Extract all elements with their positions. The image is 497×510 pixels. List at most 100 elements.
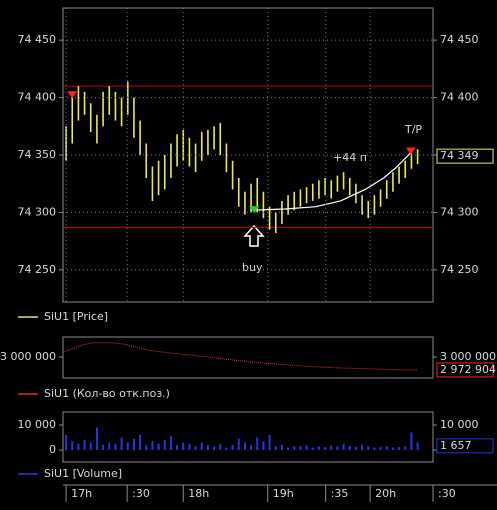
y-tick-label: 74 300 xyxy=(440,205,479,218)
buy-arrow xyxy=(243,224,265,247)
x-tick-label: 19h xyxy=(273,487,294,500)
volume-bar xyxy=(293,446,296,450)
volume-bar xyxy=(182,442,185,450)
legend-label: SiU1 [Volume] xyxy=(44,467,122,480)
volume-bar xyxy=(404,446,407,450)
last-value-box xyxy=(436,362,494,378)
y-tick-label: 74 450 xyxy=(440,33,479,46)
volume-bar xyxy=(268,435,271,450)
panel-frame xyxy=(62,411,434,463)
y-tick-label: 3 000 000 xyxy=(0,350,56,363)
signal-marker xyxy=(405,147,416,155)
volume-bar xyxy=(194,446,197,450)
x-tick-label: 18h xyxy=(188,487,209,500)
annotation: +44 п xyxy=(333,151,367,164)
volume-bar xyxy=(126,442,129,450)
volume-bar xyxy=(157,443,160,450)
volume-bar xyxy=(243,442,246,450)
volume-bar xyxy=(398,447,401,450)
volume-bar xyxy=(65,435,68,450)
volume-bar xyxy=(354,447,357,450)
x-tick-label: 17h xyxy=(71,487,92,500)
volume-bar xyxy=(373,447,376,450)
volume-bar xyxy=(219,443,222,450)
volume-bar xyxy=(410,432,413,450)
volume-bar xyxy=(317,446,320,450)
last-value-label: 74 349 xyxy=(440,149,479,162)
signal-marker xyxy=(67,91,78,99)
volume-bar xyxy=(145,445,148,450)
volume-bar xyxy=(77,443,80,450)
volume-bar xyxy=(169,436,172,450)
volume-bar xyxy=(114,443,117,450)
volume-bar xyxy=(231,445,234,450)
volume-bar xyxy=(213,446,216,450)
volume-bar xyxy=(95,427,98,450)
volume-bar xyxy=(256,437,259,450)
y-tick-label: 74 350 xyxy=(18,148,57,161)
last-value-box xyxy=(436,148,494,164)
volume-bar xyxy=(336,446,339,450)
volume-bar xyxy=(83,440,86,450)
volume-bar xyxy=(237,438,240,450)
profit-curve xyxy=(254,152,412,211)
volume-bar xyxy=(250,445,253,450)
x-tick-label: :35 xyxy=(331,487,349,500)
volume-bar xyxy=(299,446,302,450)
volume-bar xyxy=(274,446,277,450)
volume-bar xyxy=(416,442,419,450)
volume-bar xyxy=(206,445,209,450)
annotation: buy xyxy=(242,261,263,274)
volume-bar xyxy=(151,441,154,450)
volume-bar xyxy=(391,447,394,450)
x-tick-label: 20h xyxy=(375,487,396,500)
volume-bar xyxy=(311,447,314,450)
volume-bar xyxy=(305,445,308,450)
volume-bar xyxy=(71,441,74,450)
last-value-box xyxy=(436,438,494,454)
volume-bar xyxy=(262,441,265,450)
volume-bar xyxy=(139,435,142,450)
volume-bar xyxy=(176,445,179,450)
oi-line xyxy=(62,342,418,371)
y-tick-label: 74 300 xyxy=(18,205,57,218)
annotation: T/P xyxy=(404,123,422,136)
volume-bar xyxy=(379,447,382,450)
volume-bar xyxy=(342,443,345,450)
volume-bar xyxy=(330,445,333,450)
volume-bar xyxy=(287,447,290,450)
volume-bar xyxy=(132,438,135,450)
legend-label: SiU1 [Price] xyxy=(44,310,108,323)
x-tick-label: :30 xyxy=(438,487,456,500)
volume-bar xyxy=(188,443,191,450)
volume-bar xyxy=(367,446,370,450)
y-tick-label: 74 400 xyxy=(18,91,57,104)
y-tick-label: 10 000 xyxy=(18,418,57,431)
y-tick-label: 74 400 xyxy=(440,91,479,104)
volume-bar xyxy=(280,445,283,450)
y-tick-label: 74 450 xyxy=(18,33,57,46)
last-value-label: 1 657 xyxy=(440,439,472,452)
volume-bar xyxy=(102,445,105,450)
y-tick-label: 3 000 000 xyxy=(440,350,496,363)
volume-bar xyxy=(200,442,203,450)
volume-bar xyxy=(108,442,111,450)
volume-bar xyxy=(348,445,351,450)
legend-label: SiU1 (Кол-во отк.поз.) xyxy=(44,387,170,400)
y-tick-label: 74 250 xyxy=(18,263,57,276)
signal-marker xyxy=(249,206,260,214)
volume-bar xyxy=(89,442,92,450)
last-value-label: 2 972 904 xyxy=(440,363,496,376)
volume-bar xyxy=(225,447,228,450)
y-tick-label: 10 000 xyxy=(440,418,479,431)
x-tick-label: :30 xyxy=(132,487,150,500)
y-tick-label: 0 xyxy=(49,443,56,456)
y-tick-label: 74 250 xyxy=(440,263,479,276)
volume-bar xyxy=(324,447,327,450)
volume-bar xyxy=(120,437,123,450)
volume-bar xyxy=(361,445,364,450)
volume-bar xyxy=(385,446,388,450)
